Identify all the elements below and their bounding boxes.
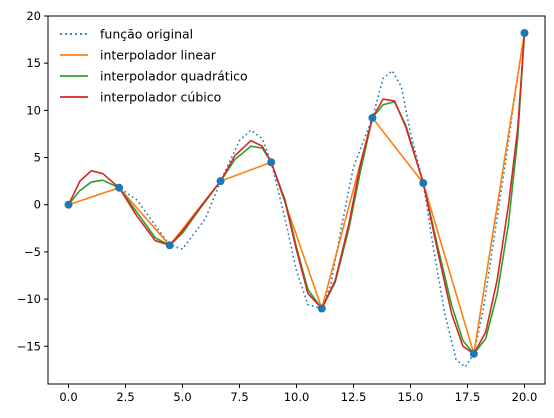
node-point	[368, 113, 377, 122]
x-tick-label: 17.5	[455, 390, 481, 404]
legend-entry-original: função original	[60, 27, 193, 42]
legend-entry-linear: interpolador linear	[60, 48, 217, 63]
y-tick-label: 5	[34, 151, 41, 165]
legend-label-original: função original	[100, 27, 193, 42]
node-point	[115, 183, 124, 192]
series-line-linear	[67, 32, 526, 355]
y-tick-label: 10	[26, 103, 41, 117]
node-point	[520, 28, 529, 37]
x-tick-label: 0.0	[59, 390, 77, 404]
legend: função original interpolador linear inte…	[60, 27, 248, 105]
series-line-original	[68, 32, 526, 368]
x-tick-label: 7.5	[230, 390, 248, 404]
y-tick-label: 15	[26, 56, 41, 70]
x-tick-label: 10.0	[284, 390, 310, 404]
x-tick-label: 20.0	[512, 390, 538, 404]
y-tick-label: −15	[17, 339, 41, 353]
y-tick-label: 0	[34, 198, 41, 212]
series-line-cubic	[67, 32, 526, 355]
series-line-quadratic	[67, 32, 526, 355]
node-point	[317, 304, 326, 313]
node-point	[64, 200, 73, 209]
node-point	[419, 179, 428, 188]
y-tick-label: 20	[26, 9, 41, 23]
legend-entry-cubic: interpolador cúbico	[60, 90, 221, 105]
x-tick-label: 5.0	[173, 390, 191, 404]
node-point	[165, 241, 174, 250]
legend-label-quadratic: interpolador quadrático	[100, 69, 248, 84]
x-tick-label: 2.5	[116, 390, 134, 404]
x-tick-label: 12.5	[341, 390, 367, 404]
legend-label-cubic: interpolador cúbico	[100, 90, 221, 105]
y-tick-label: −10	[17, 292, 41, 306]
interpolation-nodes	[64, 28, 529, 358]
legend-label-linear: interpolador linear	[100, 48, 217, 63]
node-point	[469, 349, 478, 358]
y-tick-label: −5	[24, 245, 41, 259]
axis-ticks: 0.0 2.5 5.0 7.5 10.0 12.5 15.0 17.5 20.0 −15 −10 −5…	[17, 9, 538, 404]
node-point	[267, 158, 276, 167]
node-point	[216, 177, 225, 186]
plot-area	[67, 32, 526, 368]
x-tick-label: 15.0	[398, 390, 424, 404]
legend-entry-quadratic: interpolador quadrático	[60, 69, 248, 84]
